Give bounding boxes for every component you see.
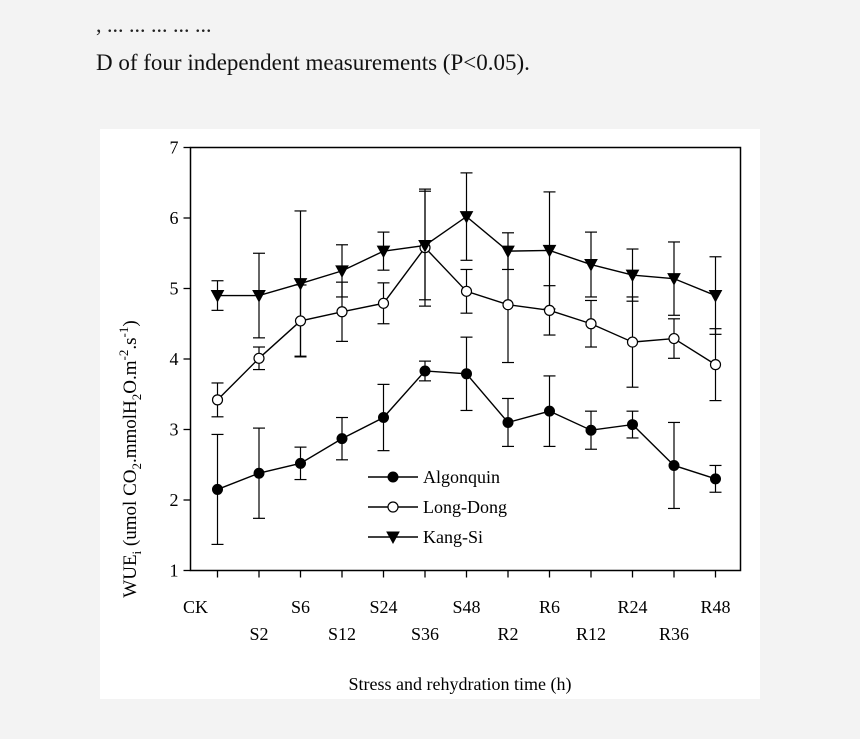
data-point-long-dong [502,299,514,311]
y-tick-label: 1 [170,561,179,581]
series-markers [210,211,723,495]
data-point-long-dong [294,315,307,327]
data-point-kang-si [625,269,640,283]
data-point-kang-si [418,239,432,253]
x-tick-label: S2 [249,624,268,644]
x-tick-label: R12 [576,624,606,644]
y-tick-label: 7 [170,138,179,158]
data-point-kang-si [376,245,391,259]
data-point-kang-si [252,290,266,303]
caption-line-1: , ... ... ... ... ... [96,24,212,37]
data-point-algonquin [627,419,638,431]
data-point-long-dong [377,297,390,309]
y-axis-label: WUEi (umol CO2.mmolH2O.m-2.s-1) [116,320,144,597]
x-tick-label: R6 [539,597,560,617]
error-bars [211,172,722,546]
data-point-kang-si [459,211,474,224]
data-point-kang-si [542,244,557,258]
legend-marker [387,471,399,483]
x-axis: CK S2 S6 S12 S24 S36 S48 R2 R6 R12 R24 R36 R48 [183,570,731,644]
data-point-long-dong [253,352,265,364]
data-point-algonquin [336,433,348,445]
data-point-algonquin [710,473,721,485]
x-tick-label: S6 [291,597,310,617]
data-point-long-dong [336,306,348,318]
data-point-algonquin [461,368,472,380]
data-point-long-dong [668,332,680,345]
data-point-kang-si [708,290,723,303]
data-point-long-dong [709,359,722,371]
x-tick-label: S36 [411,624,439,644]
data-point-kang-si [584,259,598,272]
data-point-algonquin [668,459,680,471]
x-tick-label: R48 [700,597,730,617]
data-point-kang-si [210,290,225,303]
x-tick-label: CK [183,597,208,617]
legend: Algonquin Long-Dong Kang-Si [368,467,507,547]
data-point-kang-si [335,265,349,278]
data-point-kang-si [501,245,515,259]
data-point-long-dong [626,336,639,348]
data-point-algonquin [544,405,555,417]
x-tick-label: S48 [452,597,480,617]
data-point-algonquin [419,365,431,377]
data-point-long-dong [460,285,473,297]
data-point-algonquin [585,424,597,436]
legend-label: Kang-Si [423,527,483,547]
data-point-long-dong [543,304,556,316]
data-point-long-dong [211,394,224,406]
figure-panel: 1 2 3 4 5 6 7 CK S2 S6 S12 S24 S36 S48 R2 R6 R12 R24 R36 R… [100,129,760,699]
y-tick-label: 6 [170,208,179,228]
x-tick-label: R36 [659,624,689,644]
y-tick-label: 2 [170,490,179,510]
data-point-algonquin [502,416,514,428]
data-point-kang-si [293,278,308,291]
caption-line-2: D of four independent measurements (P<0.… [96,50,530,75]
data-point-kang-si [667,273,681,286]
data-point-long-dong [585,318,597,330]
legend-label: Long-Dong [423,497,507,517]
y-axis: 1 2 3 4 5 6 7 [170,138,191,581]
data-point-algonquin [212,483,223,495]
line-chart: 1 2 3 4 5 6 7 CK S2 S6 S12 S24 S36 S48 R2 R6 R12 R24 R36 R… [116,138,742,695]
legend-marker [386,531,400,545]
x-tick-label: R24 [617,597,647,617]
y-tick-label: 5 [170,279,179,299]
legend-marker [387,501,399,513]
x-tick-label: R2 [497,624,518,644]
data-point-algonquin [378,412,389,424]
data-point-algonquin [295,457,306,469]
y-tick-label: 3 [170,420,179,440]
legend-label: Algonquin [423,467,500,487]
data-point-algonquin [253,467,265,479]
x-axis-label: Stress and rehydration time (h) [349,674,572,695]
y-tick-label: 4 [170,349,179,369]
x-tick-label: S12 [328,624,356,644]
x-tick-label: S24 [369,597,397,617]
